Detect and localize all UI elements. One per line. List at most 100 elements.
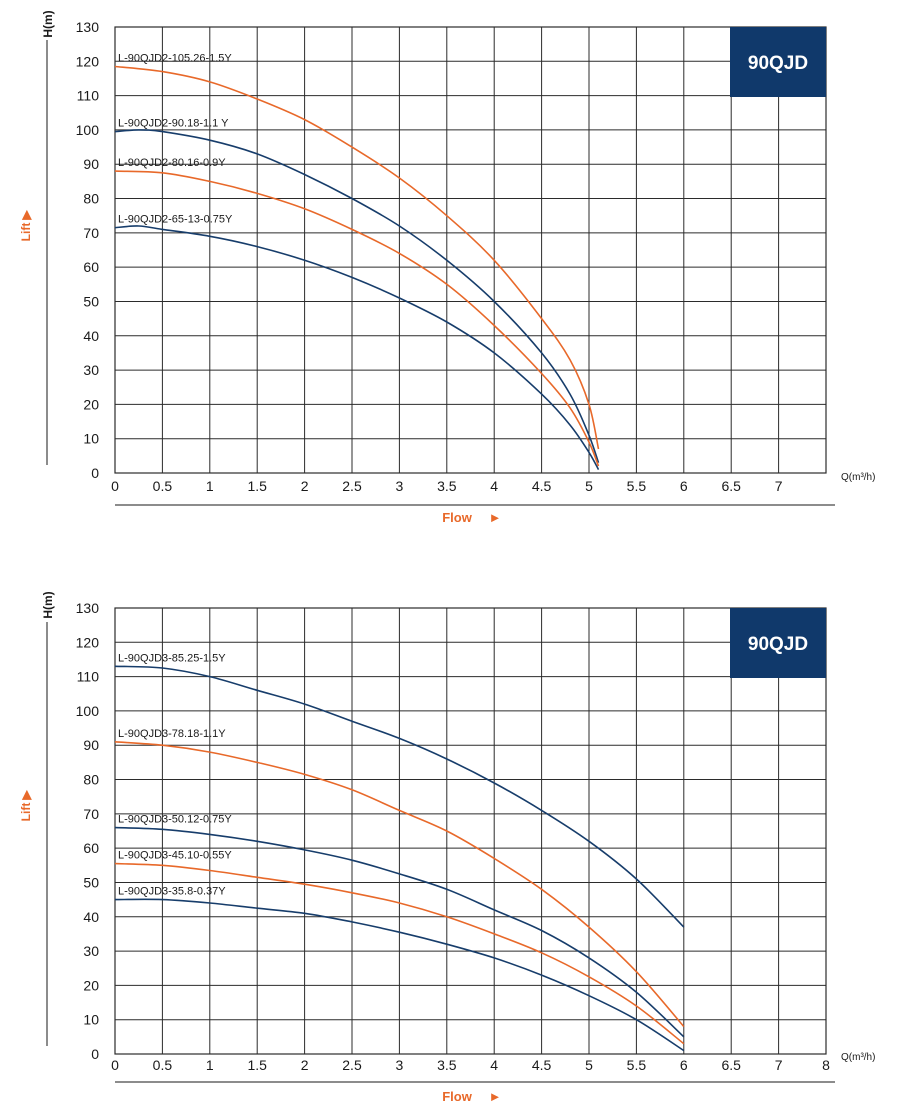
lift-text: Lift [19,223,33,242]
y-tick-label: 90 [83,156,99,172]
series-line-2 [114,826,685,1038]
x-tick-label: 0 [111,478,119,494]
y-ticks-bottom: 0 10 20 30 40 50 60 70 80 90 100 110 120 130 [76,600,100,1062]
series-line-3 [114,862,685,1045]
y-tick-label: 90 [83,737,99,753]
y-tick-label: 100 [76,122,100,138]
y-tick-label: 20 [83,396,99,412]
badge-text: 90QJD [748,634,808,655]
flow-text: Flow [442,1089,472,1104]
x-tick-label: 6 [680,1057,688,1073]
y-tick-label: 80 [83,772,99,788]
grid-top [114,26,827,474]
y-tick-label: 20 [83,977,99,993]
curves-top [114,65,600,470]
x-tick-label: 3.5 [437,1057,457,1073]
x-tick-label: 0.5 [153,478,173,494]
curve-labels-bottom: L-90QJD3-85.25-1.5Y L-90QJD3-78.18-1.1Y L-… [118,652,232,897]
lift-text: Lift [19,803,33,822]
x-tick-label: 1.5 [247,478,267,494]
series-label-3: L-90QJD3-45.10-0.55Y [118,850,232,862]
x-tick-label: 4.5 [532,478,552,494]
series-label-1: L-90QJD2-90.18-1.1 Y [118,118,229,130]
x-tick-label: 8 [822,1057,830,1073]
x-tick-label: 1.5 [247,1057,267,1073]
x-tick-label: 7 [775,1057,783,1073]
y-tick-label: 120 [76,53,100,69]
x-tick-label: 4.5 [532,1057,552,1073]
plot-frame [114,607,827,1055]
x-tick-label: 2.5 [342,478,362,494]
flow-label: Flow ► [442,510,501,525]
x-tick-label: 4 [490,1057,498,1073]
y-tick-label: 40 [83,328,99,344]
series-label-3: L-90QJD2-65-13-0.75Y [118,214,233,226]
series-line-1 [114,741,685,1028]
series-line-1 [114,129,600,463]
x-tick-label: 2 [301,478,309,494]
x-tick-label: 6 [680,478,688,494]
series-label-2: L-90QJD2-80.16-0.9Y [118,157,226,169]
x-ticks-bottom: 0 0.5 1 1.5 2 2.5 3 3.5 4 4.5 5 5.5 6 6.5 7 8 [111,1057,830,1073]
x-tick-label: 5.5 [627,1057,647,1073]
grid-bottom [114,607,827,1055]
x-unit-label: Q(m³/h) [841,1052,875,1063]
y-tick-label: 0 [91,465,99,481]
x-tick-label: 6.5 [721,1057,741,1073]
y-tick-label: 50 [83,293,99,309]
y-tick-label: 0 [91,1046,99,1062]
y-tick-label: 80 [83,191,99,207]
x-tick-label: 6.5 [721,478,741,494]
y-tick-label: 10 [83,431,99,447]
flow-text: Flow [442,510,472,525]
x-tick-label: 5.5 [627,478,647,494]
x-tick-label: 7 [775,478,783,494]
y-axis-label: H(m) [41,591,55,618]
flow-arrow-icon: ► [489,510,502,525]
lift-label: Lift ▶ [19,790,33,822]
series-line-3 [114,225,600,470]
chart-top: 0 10 20 30 40 50 60 70 80 90 100 110 120 130 0 0.5 1 1.5… [19,10,875,525]
y-tick-label: 70 [83,225,99,241]
series-label-0: L-90QJD2-105.26-1.5Y [118,52,232,64]
y-tick-label: 130 [76,19,100,35]
badge-box [730,27,826,97]
chart-bottom: 0 10 20 30 40 50 60 70 80 90 100 110 120 130 0 0.5 1 1.5… [19,591,875,1104]
y-tick-label: 60 [83,840,99,856]
flow-arrow-icon: ► [489,1089,502,1104]
series-label-1: L-90QJD3-78.18-1.1Y [118,728,226,740]
flow-label: Flow ► [442,1089,501,1104]
y-tick-label: 130 [76,600,100,616]
y-tick-label: 30 [83,362,99,378]
x-tick-label: 4 [490,478,498,494]
x-tick-label: 2.5 [342,1057,362,1073]
series-line-0 [114,65,600,450]
y-ticks-top: 0 10 20 30 40 50 60 70 80 90 100 110 120 130 [76,19,100,481]
series-label-0: L-90QJD3-85.25-1.5Y [118,652,226,664]
x-tick-label: 5 [585,1057,593,1073]
plot-frame [114,26,827,474]
x-unit-label: Q(m³/h) [841,472,875,483]
series-label-4: L-90QJD3-35.8-0.37Y [118,886,226,898]
y-tick-label: 70 [83,806,99,822]
x-tick-label: 1 [206,1057,214,1073]
x-tick-label: 3 [396,478,404,494]
x-tick-label: 2 [301,1057,309,1073]
x-ticks-top: 0 0.5 1 1.5 2 2.5 3 3.5 4 4.5 5 5.5 6 6.5 7 [111,478,783,494]
y-tick-label: 110 [77,88,100,104]
y-tick-label: 100 [76,703,100,719]
x-tick-label: 3.5 [437,478,457,494]
x-tick-label: 0 [111,1057,119,1073]
series-line-2 [114,170,600,467]
y-tick-label: 30 [83,943,99,959]
y-tick-label: 10 [83,1012,99,1028]
x-tick-label: 3 [396,1057,404,1073]
badge-box [730,608,826,678]
lift-arrow-icon: ▶ [19,210,33,221]
y-tick-label: 60 [83,259,99,275]
series-label-2: L-90QJD3-50.12-0.75Y [118,814,232,826]
lift-label: Lift ▶ [19,210,33,242]
lift-arrow-icon: ▶ [19,790,33,801]
series-line-4 [114,898,685,1052]
